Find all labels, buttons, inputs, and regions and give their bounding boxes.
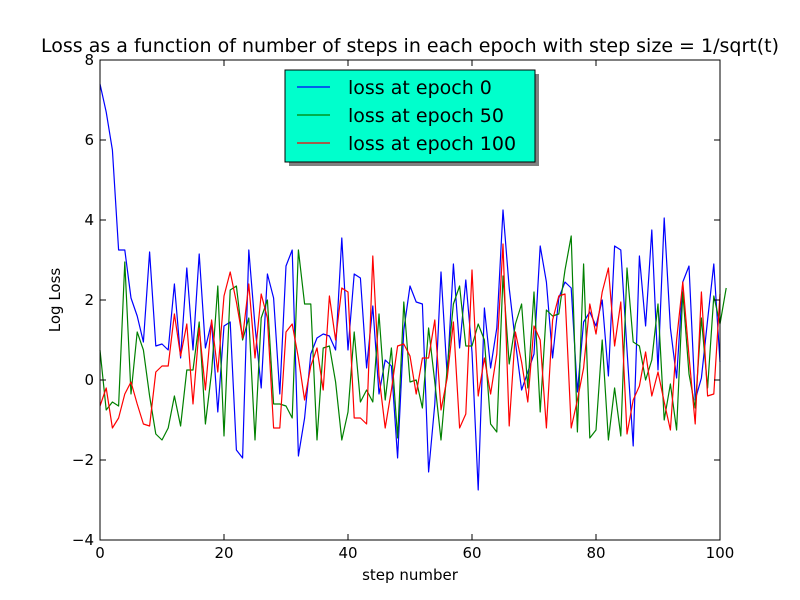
- series-line-epoch-0: [99, 83, 721, 491]
- legend: loss at epoch 0 loss at epoch 50 loss at e…: [284, 69, 539, 166]
- y-tick-label: −4: [72, 531, 94, 549]
- series-line-epoch-50: [99, 235, 727, 441]
- tick-layer: 0 20 40 60 80 100 −4 −2 0 2 4 6 8: [72, 51, 734, 562]
- x-tick-label: 20: [214, 544, 233, 562]
- y-tick-label: 6: [84, 131, 94, 149]
- y-tick-label: −2: [72, 451, 94, 469]
- legend-label: loss at epoch 50: [348, 105, 504, 127]
- y-tick-label: 0: [84, 371, 94, 389]
- y-tick-label: 8: [84, 51, 94, 69]
- x-tick-label: 60: [462, 544, 481, 562]
- legend-label: loss at epoch 100: [348, 133, 516, 155]
- chart-title: Loss as a function of number of steps in…: [41, 35, 779, 57]
- series-line-epoch-100: [99, 243, 721, 435]
- legend-label: loss at epoch 0: [348, 77, 492, 99]
- x-tick-label: 40: [338, 544, 357, 562]
- x-tick-label: 100: [706, 544, 735, 562]
- x-tick-label: 80: [586, 544, 605, 562]
- legend-box: [284, 69, 536, 163]
- x-tick-label: 0: [95, 544, 105, 562]
- series-layer: [99, 83, 727, 491]
- y-axis-label: Log Loss: [46, 268, 64, 333]
- y-tick-label: 4: [84, 211, 94, 229]
- x-axis-label: step number: [362, 566, 459, 584]
- y-tick-label: 2: [84, 291, 94, 309]
